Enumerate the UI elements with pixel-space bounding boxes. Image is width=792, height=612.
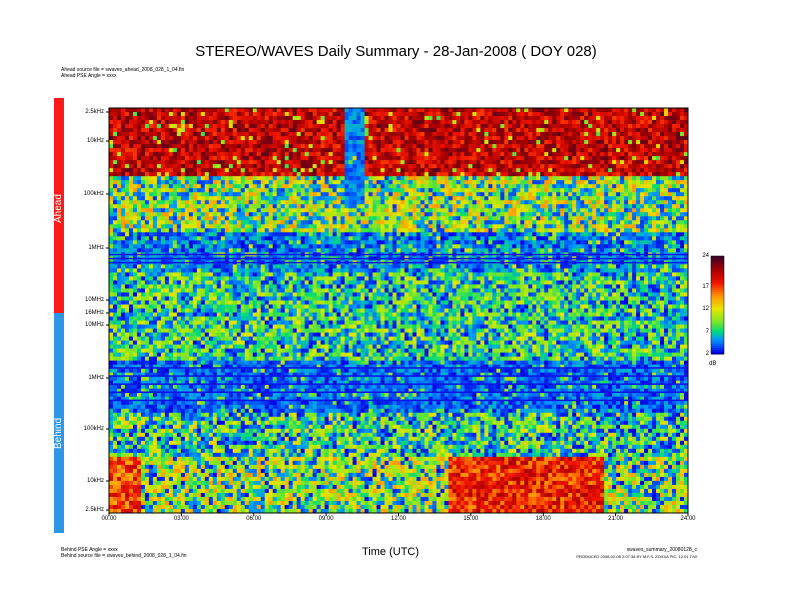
ahead-source-file: Ahead source file = swaves_ahead_2008_02… bbox=[61, 67, 185, 73]
x-tick-label: 21:00 bbox=[608, 516, 624, 522]
ahead-pse-angle: Ahead PSE Angle = xxxx bbox=[61, 73, 117, 79]
x-tick-label: 00:00 bbox=[101, 516, 117, 522]
footer-produced-info: PRODUCED 2008-02-08 2:07:36 BY M.F.S. ZO… bbox=[576, 554, 697, 559]
y-tick-label: 2.5kHz bbox=[85, 109, 104, 115]
x-tick-label: 24:00 bbox=[680, 516, 696, 522]
axis-ticks bbox=[106, 111, 689, 516]
colorbar-segment bbox=[711, 304, 724, 307]
colorbar-segment bbox=[711, 332, 724, 335]
colorbar-segment bbox=[711, 274, 724, 277]
colorbar-segment bbox=[711, 298, 724, 301]
colorbar-segment bbox=[711, 314, 724, 317]
colorbar-tick-label: 12 bbox=[702, 306, 709, 313]
x-tick-label: 06:00 bbox=[246, 516, 262, 522]
colorbar-segment bbox=[711, 266, 724, 269]
colorbar-segment bbox=[711, 324, 724, 327]
y-tick-label: 100kHz bbox=[83, 191, 104, 197]
x-tick-label: 18:00 bbox=[535, 516, 551, 522]
colorbar-segment bbox=[711, 310, 724, 313]
colorbar-segment bbox=[711, 320, 724, 323]
colorbar-unit: dB bbox=[709, 361, 717, 367]
x-axis-title: Time (UTC) bbox=[362, 546, 420, 558]
colorbar-segment bbox=[711, 278, 724, 281]
y-tick-label: 10kHz bbox=[86, 138, 104, 144]
y-tick-label: 16MHz bbox=[84, 310, 104, 316]
colorbar-segment bbox=[711, 346, 724, 349]
colorbar-segment bbox=[711, 322, 724, 325]
colorbar-segment bbox=[711, 312, 724, 315]
x-tick-label: 12:00 bbox=[390, 516, 406, 522]
y-tick-label: 1MHz bbox=[88, 375, 104, 381]
y-tick-label: 10MHz bbox=[84, 322, 104, 328]
x-tick-label: 15:00 bbox=[463, 516, 479, 522]
colorbar-segment bbox=[711, 350, 724, 353]
chart-title: STEREO/WAVES Daily Summary - 28-Jan-2008… bbox=[195, 43, 597, 60]
colorbar-tick-label: 2 bbox=[705, 351, 709, 357]
colorbar-segment bbox=[711, 338, 724, 341]
colorbar-segment bbox=[711, 268, 724, 271]
colorbar-segment bbox=[711, 276, 724, 279]
colorbar-segment bbox=[711, 258, 724, 261]
behind-side-bar bbox=[54, 313, 64, 533]
colorbar-segment bbox=[711, 272, 724, 275]
colorbar-segment bbox=[711, 290, 724, 293]
colorbar-segment bbox=[711, 326, 724, 329]
x-tick-label: 09:00 bbox=[318, 516, 334, 522]
y-tick-label: 10MHz bbox=[84, 297, 104, 303]
y-tick-label: 1MHz bbox=[88, 245, 104, 251]
y-tick-label: 2.5kHz bbox=[85, 507, 104, 513]
colorbar-segment bbox=[711, 280, 724, 283]
colorbar-segment bbox=[711, 340, 724, 343]
footer-product-name: swaves_summary_20080128_c bbox=[626, 547, 697, 553]
colorbar-segment bbox=[711, 300, 724, 303]
colorbar-segment bbox=[711, 284, 724, 287]
colorbar-tick-label: 24 bbox=[702, 253, 709, 259]
colorbar-segment bbox=[711, 348, 724, 351]
colorbar-tick-label: 17 bbox=[702, 284, 709, 291]
colorbar-segment bbox=[711, 306, 724, 309]
x-tick-label: 03:00 bbox=[173, 516, 189, 522]
colorbar-segment bbox=[711, 352, 724, 355]
colorbar-segment bbox=[711, 256, 724, 259]
colorbar-segment bbox=[711, 288, 724, 291]
colorbar-segment bbox=[711, 336, 724, 339]
colorbar-segment bbox=[711, 262, 724, 265]
spectrogram-cells bbox=[109, 108, 689, 514]
ahead-side-bar bbox=[54, 98, 64, 313]
colorbar-segment bbox=[711, 260, 724, 263]
colorbar-segment bbox=[711, 330, 724, 333]
colorbar-segment bbox=[711, 334, 724, 337]
colorbar-segment bbox=[711, 296, 724, 299]
y-tick-label: 100kHz bbox=[83, 426, 104, 432]
colorbar-tick-label: 7 bbox=[705, 328, 709, 335]
y-tick-label: 10kHz bbox=[86, 478, 104, 484]
colorbar-segment bbox=[711, 270, 724, 273]
colorbar-segment bbox=[711, 316, 724, 319]
colorbar bbox=[710, 255, 725, 355]
behind-pse-angle: Behind PSE Angle = xxxx bbox=[61, 547, 118, 553]
colorbar-segment bbox=[711, 282, 724, 285]
colorbar-segment bbox=[711, 292, 724, 295]
behind-source-file: Behind source file = swaves_behind_2008_… bbox=[61, 553, 187, 559]
colorbar-segment bbox=[711, 294, 724, 297]
colorbar-frame bbox=[710, 255, 725, 355]
colorbar-segment bbox=[711, 308, 724, 311]
colorbar-segment bbox=[711, 318, 724, 321]
colorbar-segment bbox=[711, 302, 724, 305]
colorbar-segment bbox=[711, 344, 724, 347]
colorbar-segment bbox=[711, 328, 724, 331]
colorbar-segment bbox=[711, 342, 724, 345]
colorbar-segment bbox=[711, 264, 724, 267]
colorbar-segment bbox=[711, 286, 724, 289]
